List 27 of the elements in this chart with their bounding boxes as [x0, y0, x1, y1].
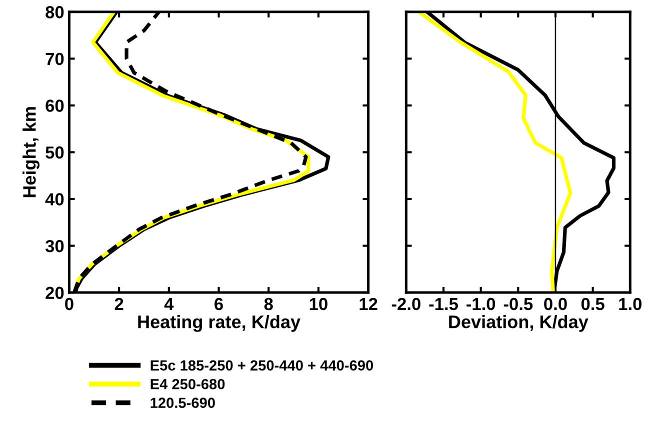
x-tick-label: 4 — [164, 298, 174, 310]
y-tick-label: 40 — [45, 193, 64, 206]
x-tick-label: 0 — [65, 298, 74, 310]
x-tick-label: -0.5 — [504, 298, 533, 310]
x-tick-label: 2 — [114, 298, 124, 310]
x-tick-label: -1.0 — [466, 298, 496, 310]
y-tick-label: 20 — [46, 286, 64, 300]
y-tick-label: 50 — [46, 146, 64, 159]
legend-label: E4 250-680 — [150, 378, 225, 390]
y-tick-label: 80 — [46, 6, 64, 18]
x-tick-label: 12 — [360, 298, 378, 310]
legend-label: E5c 185-250 + 250-440 + 440-690 — [150, 360, 374, 371]
x-tick-label: 0.0 — [544, 298, 567, 310]
x-tick-label: -1.5 — [429, 298, 458, 310]
x-tick-label: 10 — [310, 298, 328, 310]
y-tick-label: 30 — [45, 240, 64, 252]
x-axis-title: Heating rate, K/day — [138, 314, 300, 332]
y-tick-label: 70 — [46, 52, 64, 66]
y-tick-label: 60 — [46, 100, 64, 112]
x-axis-title: Deviation, K/day — [449, 314, 588, 332]
legend-label: 120.5-690 — [150, 398, 215, 408]
x-tick-label: 6 — [214, 298, 223, 310]
x-tick-label: 1.0 — [619, 298, 642, 310]
x-tick-label: -2.0 — [392, 298, 420, 310]
y-axis-title: Height, km — [22, 107, 40, 198]
x-tick-label: 8 — [264, 298, 273, 310]
x-tick-label: 0.5 — [581, 298, 604, 310]
